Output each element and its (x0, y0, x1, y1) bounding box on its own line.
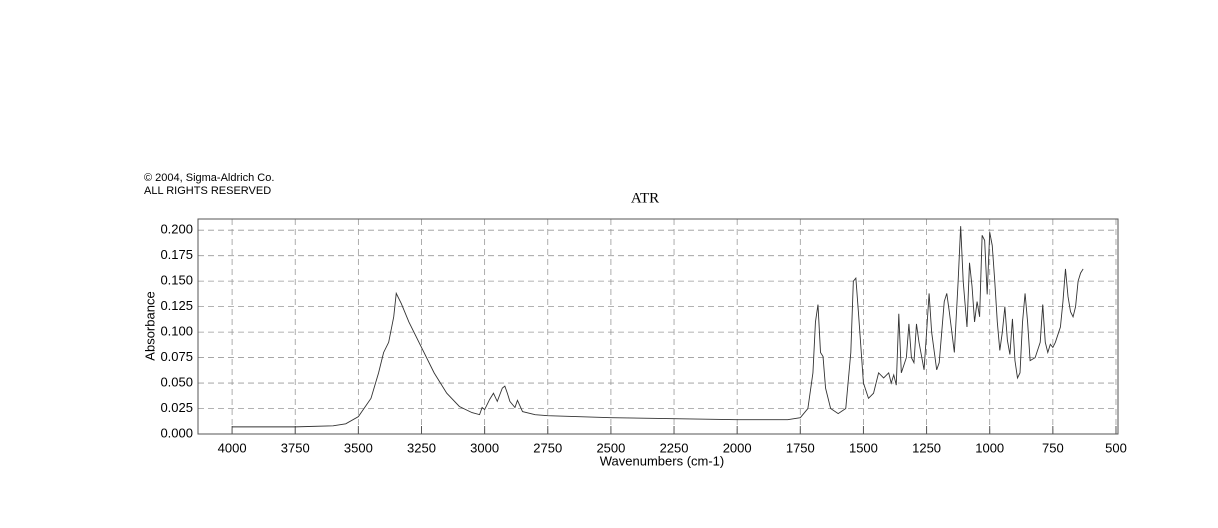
x-tick-label: 1750 (786, 440, 815, 455)
x-tick-label: 2250 (660, 440, 689, 455)
chart-title: ATR (631, 190, 659, 206)
x-axis-label: Wavenumbers (cm-1) (600, 453, 724, 468)
copyright: ALL RIGHTS RESERVED (144, 185, 271, 197)
y-tick-label: 0.050 (160, 374, 193, 389)
x-tick-label: 1000 (975, 440, 1004, 455)
y-tick-label: 0.000 (160, 425, 193, 440)
x-tick-label: 1500 (849, 440, 878, 455)
y-tick-label: 0.100 (160, 324, 193, 339)
x-tick-label: 4000 (218, 440, 247, 455)
x-tick-label: 750 (1042, 440, 1064, 455)
spectrum-line (232, 226, 1084, 428)
x-tick-label: 3000 (470, 440, 499, 455)
y-tick-label: 0.125 (160, 298, 193, 313)
x-tick-label: 2500 (596, 440, 625, 455)
x-tick-label: 3500 (344, 440, 373, 455)
x-tick-label: 3750 (281, 440, 310, 455)
y-tick-label: 0.200 (160, 222, 193, 237)
x-tick-label: 2750 (533, 440, 562, 455)
y-tick-label: 0.150 (160, 273, 193, 288)
x-tick-label: 2000 (723, 440, 752, 455)
y-axis-label: Absorbance (142, 291, 157, 360)
plot-frame (197, 218, 1119, 435)
y-tick-label: 0.075 (160, 349, 193, 364)
y-tick-label: 0.025 (160, 400, 193, 415)
y-tick-label: 0.175 (160, 247, 193, 262)
x-tick-label: 3250 (407, 440, 436, 455)
x-tick-label: 500 (1105, 440, 1127, 455)
copyright: © 2004, Sigma-Aldrich Co. (144, 172, 274, 184)
x-tick-label: 1250 (912, 440, 941, 455)
